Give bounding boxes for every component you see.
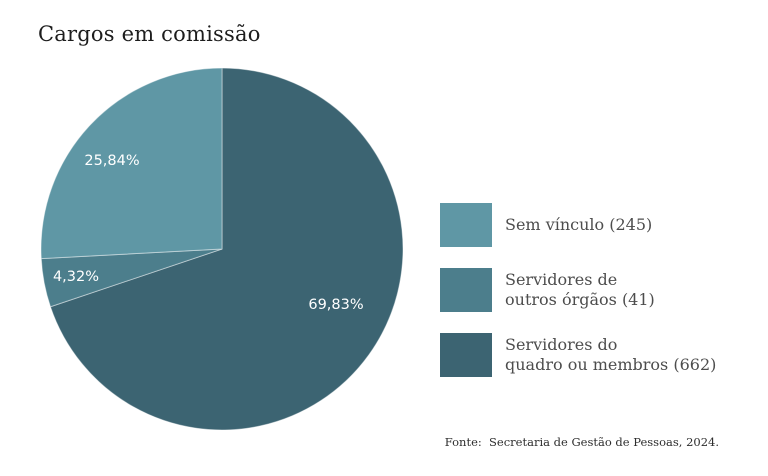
- slice-percentage-label-sem-vinculo: 25,84%: [84, 153, 139, 169]
- slice-percentage-label-servidores-quadro: 69,83%: [308, 297, 363, 313]
- legend-label-line: Servidores do: [505, 335, 618, 355]
- pie-slice-sem-vinculo: [40, 67, 223, 260]
- legend: Sem vínculo (245) Servidores de outros ó…: [440, 203, 716, 377]
- legend-label-servidores-outros: Servidores de outros órgãos (41): [505, 270, 655, 309]
- source-note: Fonte: Secretaria de Gestão de Pessoas, …: [444, 435, 719, 449]
- legend-item-servidores-quadro: Servidores do quadro ou membros (662): [440, 333, 716, 377]
- legend-label-servidores-quadro: Servidores do quadro ou membros (662): [505, 335, 716, 374]
- legend-item-servidores-outros: Servidores de outros órgãos (41): [440, 268, 716, 312]
- legend-label-line: Sem vínculo (245): [505, 215, 653, 235]
- legend-item-sem-vinculo: Sem vínculo (245): [440, 203, 716, 247]
- legend-label-line: Servidores de: [505, 270, 618, 290]
- legend-swatch-servidores-quadro: [440, 333, 492, 377]
- chart-title: Cargos em comissão: [38, 22, 261, 46]
- slice-percentage-label-servidores-outros: 4,32%: [53, 269, 99, 285]
- legend-label-sem-vinculo: Sem vínculo (245): [505, 215, 652, 235]
- pie-slice-servidores-quadro: [49, 67, 404, 431]
- pie-slice-servidores-outros: [40, 248, 223, 308]
- legend-label-line: quadro ou membros (662): [505, 355, 717, 374]
- legend-label-line: outros órgãos (41): [505, 290, 655, 309]
- legend-swatch-servidores-outros: [440, 268, 492, 312]
- legend-swatch-sem-vinculo: [440, 203, 492, 247]
